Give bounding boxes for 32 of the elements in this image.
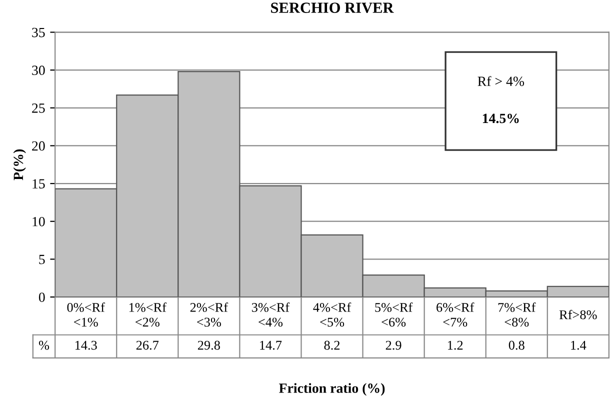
data-label: 2.9: [386, 340, 402, 350]
y-tick-label: 25: [32, 104, 45, 113]
y-tick-label: 20: [32, 141, 45, 151]
data-label: 29.8: [198, 340, 220, 350]
x-tick-label: 6%<Rf <7%: [436, 302, 474, 327]
y-axis-title: P(%): [13, 149, 26, 180]
data-label: 26.7: [136, 340, 159, 350]
data-label: 14.7: [260, 340, 282, 350]
data-label: 0.8: [508, 340, 524, 350]
x-tick-label: 4%<Rf <5%: [313, 302, 352, 327]
y-tick-label: 0: [38, 292, 45, 302]
x-tick-label: 0%<Rf <1%: [67, 302, 105, 327]
chart-title: SERCHIO RIVER: [271, 2, 394, 14]
y-tick-label: 30: [32, 66, 45, 76]
x-tick-label: 5%<Rf <6%: [375, 302, 413, 327]
y-tick-label: 10: [32, 216, 45, 226]
data-label: 1.2: [448, 340, 463, 350]
y-tick-label: 35: [32, 28, 45, 38]
data-label: 1.4: [571, 340, 586, 350]
x-axis-title: Friction ratio (%): [279, 383, 385, 396]
annotation: 14.5%: [482, 114, 519, 124]
x-tick-label: 1%<Rf <2%: [129, 302, 166, 327]
x-tick-label: Rf>8%: [559, 310, 597, 320]
text: %: [38, 340, 50, 350]
y-tick-label: 5: [39, 254, 45, 264]
y-tick-label: 15: [32, 179, 45, 188]
x-tick-label: 3%<Rf <4%: [252, 302, 290, 327]
x-tick-label: 2%<Rf <3%: [190, 302, 228, 327]
data-label: 14.3: [75, 340, 97, 350]
x-tick-label: 7%<Rf <8%: [498, 302, 536, 327]
annotation: Rf > 4%: [478, 76, 524, 86]
data-label: 8.2: [324, 340, 340, 350]
